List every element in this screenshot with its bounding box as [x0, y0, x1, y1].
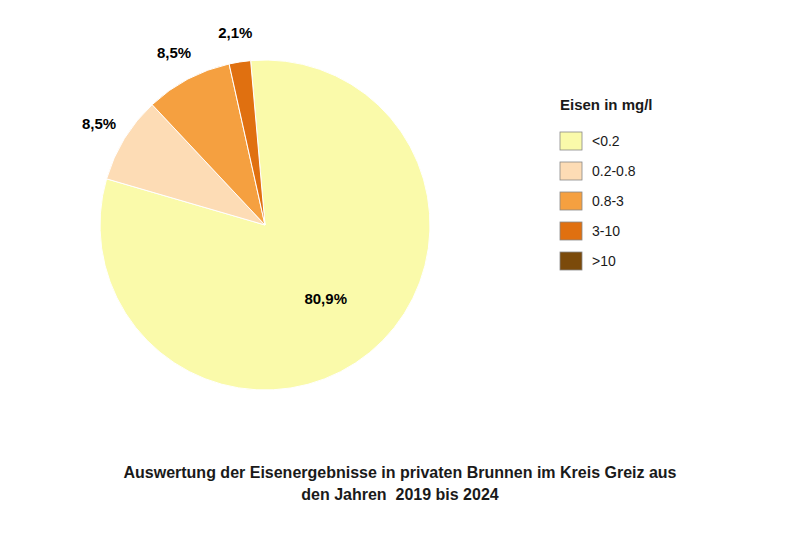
- data-label: 8,5%: [157, 44, 191, 61]
- legend-swatch: [560, 162, 582, 180]
- legend-swatch: [560, 132, 582, 150]
- data-label: 8,5%: [82, 115, 116, 132]
- pie: [100, 60, 430, 390]
- data-label: 80,9%: [304, 290, 347, 307]
- chart-subtitle: den Jahren 2019 bis 2024: [301, 486, 499, 503]
- chart-title: Auswertung der Eisenergebnisse in privat…: [123, 464, 676, 481]
- chart-root: 80,9% 8,5% 8,5% 2,1% Eisen in mg/l <0.2 0.2-0.…: [0, 0, 800, 554]
- legend-label: 0.2-0.8: [592, 163, 636, 179]
- legend-label: 0.8-3: [592, 193, 624, 209]
- legend-label: <0.2: [592, 133, 620, 149]
- data-labels: 80,9% 8,5% 8,5% 2,1%: [82, 24, 347, 307]
- pie-slice: [100, 60, 430, 390]
- legend-swatch: [560, 192, 582, 210]
- legend-swatch: [560, 252, 582, 270]
- data-label: 2,1%: [218, 24, 252, 41]
- pie-slice: [229, 61, 265, 225]
- legend-swatch: [560, 222, 582, 240]
- legend-label: 3-10: [592, 223, 620, 239]
- legend-title: Eisen in mg/l: [560, 96, 653, 113]
- legend: Eisen in mg/l <0.2 0.2-0.8 0.8-3 3-10 >10: [560, 96, 653, 270]
- legend-label: >10: [592, 253, 616, 269]
